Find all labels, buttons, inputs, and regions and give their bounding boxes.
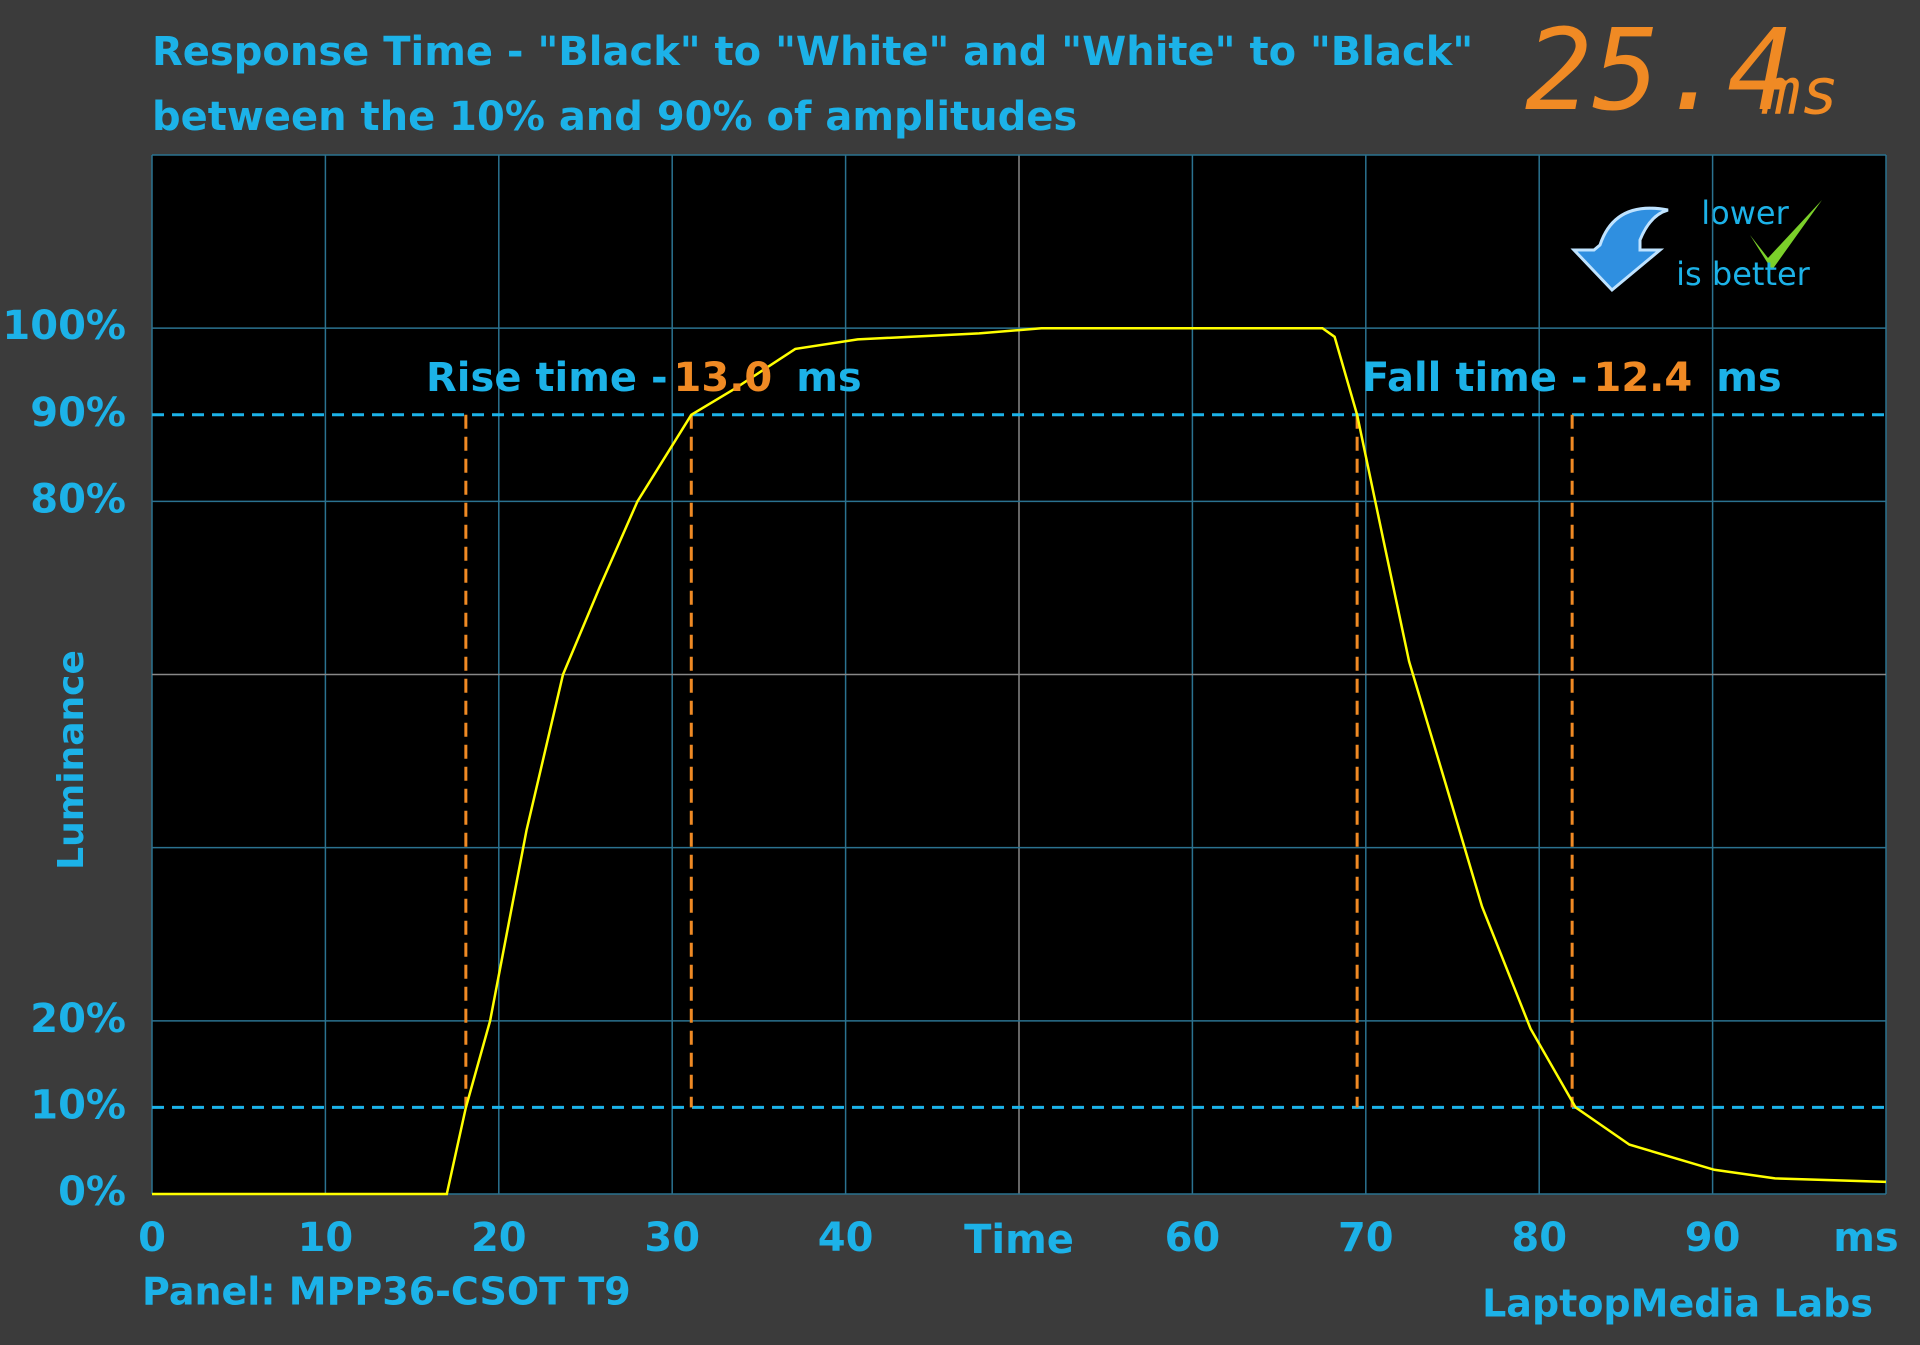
x-tick-label: 60	[1165, 1215, 1221, 1261]
badge-text: is better	[1676, 255, 1811, 293]
annotation-label: Fall time -	[1362, 355, 1588, 401]
x-tick-label: 70	[1338, 1215, 1394, 1261]
x-tick-label: 10	[298, 1215, 354, 1261]
x-axis-unit: ms	[1833, 1215, 1899, 1261]
x-tick-label: 90	[1685, 1215, 1741, 1261]
annotation-value: 13.0	[674, 355, 773, 401]
x-tick-label: 0	[138, 1215, 166, 1261]
x-tick-label: 20	[471, 1215, 527, 1261]
luminance-line	[152, 326, 1887, 1196]
y-tick-label: 20%	[30, 996, 126, 1042]
annotation-unit: ms	[1716, 355, 1782, 401]
y-tick-label: 80%	[30, 476, 126, 522]
annotation-label: Rise time -	[426, 355, 668, 401]
x-axis-label: Time	[964, 1217, 1074, 1263]
badge-icon	[1570, 200, 1822, 293]
badge-text: lower	[1701, 194, 1789, 232]
panel-label: Panel: MPP36-CSOT T9	[142, 1270, 631, 1314]
y-tick-label: 90%	[30, 390, 126, 436]
credit: LaptopMedia Labs	[1482, 1282, 1873, 1326]
chart-title: Response Time - "Black" to "White" and "…	[152, 29, 1473, 75]
x-tick-label: 30	[644, 1215, 700, 1261]
x-tick-label: 40	[818, 1215, 874, 1261]
chart-subtitle: between the 10% and 90% of amplitudes	[152, 94, 1077, 140]
y-axis-label: Luminance	[51, 650, 92, 870]
x-tick-label: 80	[1511, 1215, 1567, 1261]
annotation-value: 12.4	[1594, 355, 1693, 401]
y-tick-label: 0%	[58, 1169, 126, 1215]
result-value: 25.4	[1525, 6, 1795, 136]
y-tick-label: 10%	[30, 1082, 126, 1128]
result-unit: ms	[1761, 56, 1839, 130]
y-tick-label: 100%	[2, 303, 126, 349]
annotation-unit: ms	[796, 355, 862, 401]
